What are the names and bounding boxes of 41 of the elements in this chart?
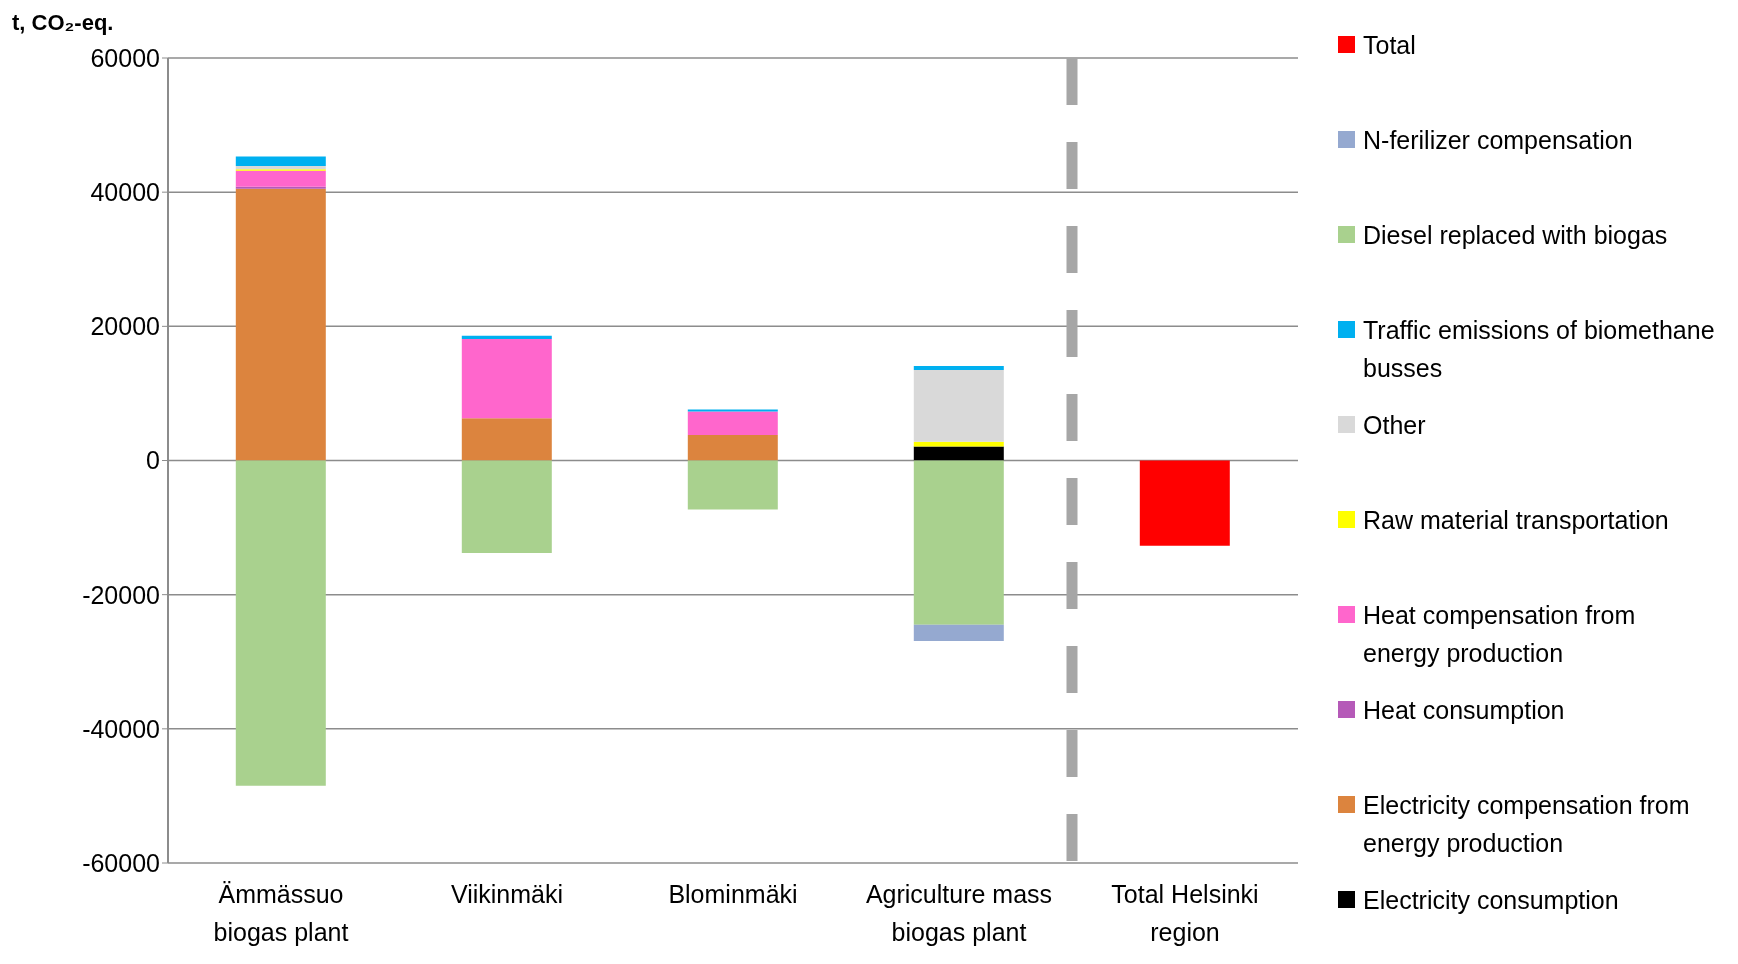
y-tick-label: 60000: [90, 43, 160, 72]
bar: [461, 460, 552, 554]
legend-label: Heat compensation from energy production: [1363, 600, 1637, 669]
bar: [235, 156, 326, 166]
bar: [1139, 460, 1230, 546]
legend-label: Raw material transportation: [1363, 505, 1669, 536]
bar: [687, 435, 778, 461]
bar: [687, 411, 778, 436]
y-tick-label: -40000: [82, 714, 160, 743]
bar: [913, 369, 1004, 442]
legend-label: Traffic emissions of biomethane busses: [1363, 315, 1716, 384]
legend-label: Electricity consumption: [1363, 885, 1619, 916]
legend-label: N-ferilizer compensation: [1363, 125, 1633, 156]
x-tick-label: Ämmässuo biogas plant: [213, 880, 349, 946]
x-tick-label: Agriculture mass biogas plant: [865, 880, 1053, 946]
x-tick-label: Total Helsinki region: [1111, 880, 1259, 946]
bar: [235, 170, 326, 187]
bar: [913, 446, 1004, 461]
y-tick-label: -20000: [82, 580, 160, 609]
y-axis-title: t, CO₂-eq.: [12, 10, 114, 36]
y-tick-label: 0: [146, 446, 160, 475]
legend-label: Heat consumption: [1363, 695, 1565, 726]
y-tick-label: -60000: [82, 848, 160, 877]
bar: [913, 624, 1004, 641]
bar: [235, 188, 326, 461]
x-tick-label: Viikinmäki: [450, 880, 564, 908]
legend-label: Diesel replaced with biogas: [1363, 220, 1668, 251]
bar: [913, 460, 1004, 625]
x-tick-label: Blominmäki: [668, 880, 798, 908]
bar: [913, 365, 1004, 370]
y-tick-label: 40000: [90, 178, 160, 207]
legend-label: Electricity compensation from energy production: [1363, 790, 1691, 859]
bar: [687, 409, 778, 412]
y-tick-label: 20000: [90, 312, 160, 341]
bar: [235, 460, 326, 786]
legend-label: Other: [1363, 410, 1426, 441]
bar: [461, 339, 552, 419]
bar: [687, 460, 778, 510]
bar: [235, 186, 326, 189]
bar: [461, 418, 552, 461]
legend-label: Total: [1363, 30, 1416, 61]
